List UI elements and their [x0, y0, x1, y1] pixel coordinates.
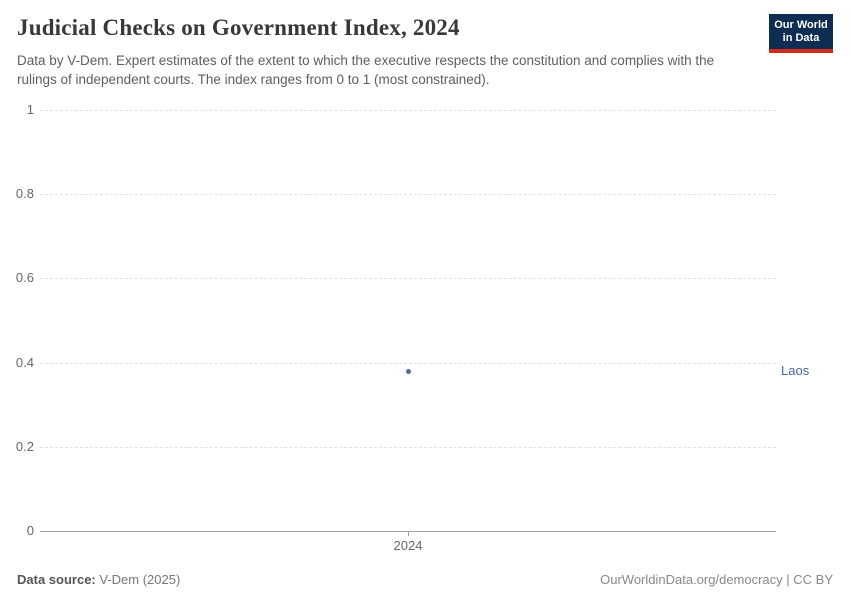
x-axis-tick-label: 2024 [393, 538, 423, 553]
y-tick-label: 0 [26, 523, 34, 538]
data-source-value: V-Dem (2025) [99, 572, 181, 587]
y-tick-label: 0.2 [15, 438, 34, 454]
data-source-label: Data source: [17, 572, 96, 587]
y-tick-label: 1 [26, 102, 34, 117]
y-gridline [40, 446, 776, 448]
y-gridline [40, 278, 776, 280]
y-tick-label: 0.8 [15, 186, 34, 202]
credit-link[interactable]: OurWorldinData.org/democracy | CC BY [600, 572, 833, 587]
y-gridline [40, 194, 776, 196]
owid-logo-line1: Our World [774, 19, 828, 31]
y-tick-label: 0.4 [15, 354, 34, 370]
chart-subtitle: Data by V-Dem. Expert estimates of the e… [17, 53, 715, 87]
x-axis-line [40, 531, 776, 532]
data-source: Data source: V-Dem (2025) [17, 572, 180, 587]
y-gridline [40, 362, 776, 364]
y-tick-label: 0.6 [15, 270, 34, 286]
y-gridline [40, 110, 776, 111]
data-point-laos[interactable] [405, 368, 411, 374]
entity-label-laos[interactable]: Laos [781, 363, 810, 379]
chart-footer: Data source: V-Dem (2025) OurWorldinData… [0, 572, 850, 587]
chart-title: Judicial Checks on Government Index, 202… [17, 15, 460, 40]
x-axis-tick [407, 531, 409, 536]
owid-logo[interactable]: Our World in Data [769, 14, 833, 53]
owid-logo-line2: in Data [782, 32, 820, 44]
